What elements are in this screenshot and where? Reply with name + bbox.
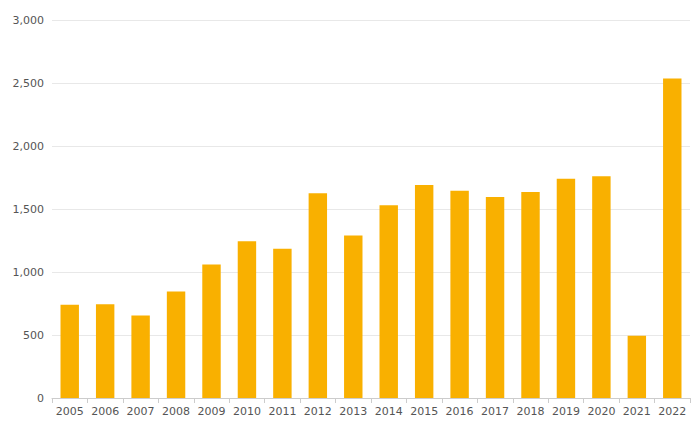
svg-text:2005: 2005: [56, 405, 84, 418]
svg-text:0: 0: [37, 392, 44, 405]
svg-text:2017: 2017: [481, 405, 509, 418]
svg-text:2019: 2019: [552, 405, 580, 418]
svg-text:2010: 2010: [233, 405, 261, 418]
svg-text:2016: 2016: [446, 405, 474, 418]
svg-text:2018: 2018: [517, 405, 545, 418]
svg-text:2009: 2009: [198, 405, 226, 418]
svg-text:1,000: 1,000: [13, 266, 45, 279]
svg-text:1,500: 1,500: [13, 203, 45, 216]
svg-text:2014: 2014: [375, 405, 403, 418]
svg-text:2022: 2022: [658, 405, 686, 418]
svg-text:3,000: 3,000: [13, 14, 45, 27]
svg-text:2021: 2021: [623, 405, 651, 418]
svg-text:2020: 2020: [587, 405, 615, 418]
svg-text:2008: 2008: [162, 405, 190, 418]
svg-text:500: 500: [23, 329, 44, 342]
svg-text:2,000: 2,000: [13, 140, 45, 153]
svg-text:2013: 2013: [339, 405, 367, 418]
svg-text:2015: 2015: [410, 405, 438, 418]
svg-text:2,500: 2,500: [13, 77, 45, 90]
svg-text:2012: 2012: [304, 405, 332, 418]
svg-text:2007: 2007: [127, 405, 155, 418]
svg-text:2006: 2006: [91, 405, 119, 418]
svg-text:2011: 2011: [268, 405, 296, 418]
